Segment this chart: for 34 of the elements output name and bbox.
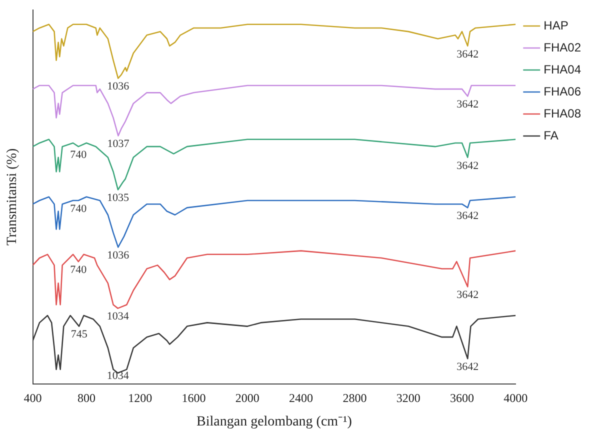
x-tick-label: 3200 — [396, 391, 420, 406]
x-tick-label: 3600 — [450, 391, 474, 406]
annotation: 1036 — [107, 250, 130, 262]
annotation: 745 — [70, 328, 88, 341]
annotation: 3642 — [456, 289, 479, 302]
annotation: 1034 — [106, 370, 130, 382]
annotation: 3642 — [456, 361, 479, 374]
annotation: 1036 — [107, 80, 130, 93]
annotation: 740 — [70, 264, 88, 276]
x-tick-label: 400 — [24, 391, 42, 406]
x-tick-label: 2800 — [342, 391, 367, 406]
legend-label: HAP — [544, 18, 568, 32]
y-axis-title: Transmitansi (%) — [5, 148, 20, 246]
annotation: 3642 — [456, 210, 479, 222]
x-tick-label: 2400 — [289, 391, 314, 406]
annotation: 1034 — [106, 310, 130, 323]
legend-label: FHA08 — [544, 106, 582, 120]
annotation: 1037 — [107, 138, 130, 150]
annotation: 740 — [70, 148, 88, 161]
legend-label: FHA02 — [544, 40, 582, 54]
annotation: 740 — [70, 202, 88, 215]
annotation: 3642 — [456, 98, 479, 111]
annotation: 3642 — [456, 160, 479, 172]
x-axis-title: Bilangan gelombang (cm⁻¹) — [196, 414, 352, 430]
x-tick-label: 800 — [77, 391, 96, 406]
legend-label: FHA04 — [544, 62, 582, 76]
x-tick-label: 1600 — [182, 391, 206, 406]
annotation: 3642 — [456, 48, 479, 60]
legend-label: FHA06 — [544, 84, 582, 98]
x-tick-label: 1200 — [128, 391, 152, 406]
x-tick-label: 2000 — [235, 391, 260, 406]
legend-label: FA — [544, 128, 558, 142]
annotation: 1035 — [106, 192, 130, 204]
x-tick-label: 4000 — [504, 391, 528, 406]
